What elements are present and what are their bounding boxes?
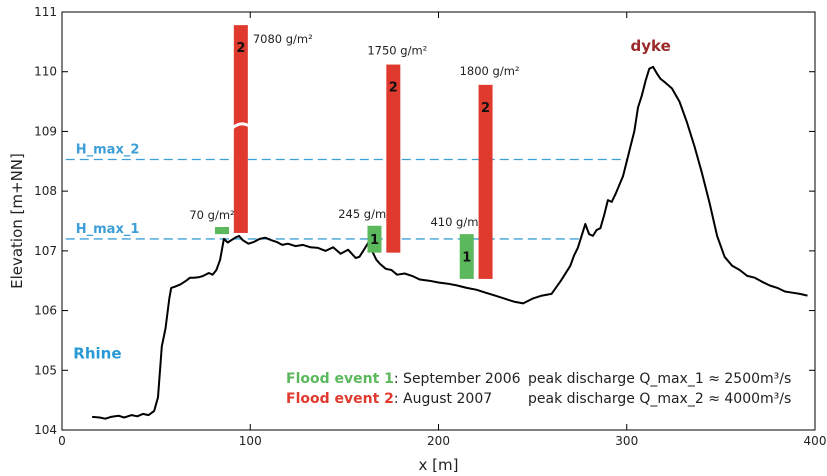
x-tick-label: 0 <box>58 434 66 448</box>
x-axis-title: x [m] <box>419 456 459 474</box>
dyke-label: dyke <box>631 37 671 55</box>
threshold-label: H_max_1 <box>76 222 140 237</box>
threshold-label: H_max_2 <box>76 142 140 157</box>
elevation-profile-line <box>92 65 808 420</box>
annotations: Rhine dyke <box>73 37 670 363</box>
legend-discharge-1: peak discharge Q_max_1 ≈ 2500m³/s <box>528 371 791 387</box>
bar-break-mark <box>230 122 251 130</box>
legend-event-date: : September 2006 <box>394 371 521 387</box>
bar-value-label: 1800 g/m² <box>460 64 520 78</box>
bar-number: 2 <box>481 101 490 116</box>
bar-number: 1 <box>370 233 379 248</box>
bar-event-1 <box>215 226 230 235</box>
legend-discharge-2: peak discharge Q_max_2 ≈ 4000m³/s <box>528 391 791 407</box>
y-tick-label: 104 <box>34 423 57 437</box>
bar-value-label: 70 g/m² <box>189 208 234 222</box>
bar-value-label: 410 g/m² <box>430 215 483 229</box>
y-tick-label: 105 <box>34 363 57 377</box>
y-tick-label: 107 <box>34 244 57 258</box>
legend-event-name: Flood event 1 <box>286 371 394 387</box>
bar-number: 2 <box>236 41 245 56</box>
legend-event-name: Flood event 2 <box>286 391 394 407</box>
profile-line-group <box>92 65 808 420</box>
y-tick-label: 106 <box>34 304 57 318</box>
bar-event-1 <box>459 234 474 279</box>
sediment-bars: 70 g/m² 2 7080 g/m² 1 245 g/m² 2 1750 g/m² 1 410… <box>189 25 520 279</box>
axis-ticks: 0 100 200 300 400 104 105 106 107 108 109 110 111 x [… <box>8 5 826 474</box>
y-tick-label: 111 <box>34 5 57 19</box>
x-tick-label: 400 <box>804 434 827 448</box>
bar-event-1 <box>367 225 382 253</box>
x-tick-label: 300 <box>615 434 638 448</box>
y-tick-label: 108 <box>34 184 57 198</box>
y-tick-label: 110 <box>34 65 57 79</box>
legend: Flood event 1: September 2006 peak discha… <box>286 371 791 407</box>
bar-event-2 <box>386 64 401 253</box>
bar-value-label: 7080 g/m² <box>253 32 313 46</box>
legend-event-date: : August 2007 <box>394 391 492 407</box>
legend-entry-1: Flood event 1: September 2006 <box>286 371 521 387</box>
legend-entry-2: Flood event 2: August 2007 <box>286 391 492 407</box>
bar-value-label: 245 g/m² <box>338 207 391 221</box>
bar-value-label: 1750 g/m² <box>367 44 427 58</box>
bar-event-2 <box>233 25 248 233</box>
x-tick-label: 100 <box>239 434 262 448</box>
rhine-label: Rhine <box>73 344 121 362</box>
bar-event-2 <box>478 84 493 279</box>
bar-number: 1 <box>462 251 471 266</box>
bar-number: 2 <box>389 81 398 96</box>
x-tick-label: 200 <box>427 434 450 448</box>
y-tick-label: 109 <box>34 124 57 138</box>
threshold-lines: H_max_2 H_max_1 <box>65 142 627 240</box>
y-axis-title: Elevation [m+NN] <box>8 153 26 289</box>
